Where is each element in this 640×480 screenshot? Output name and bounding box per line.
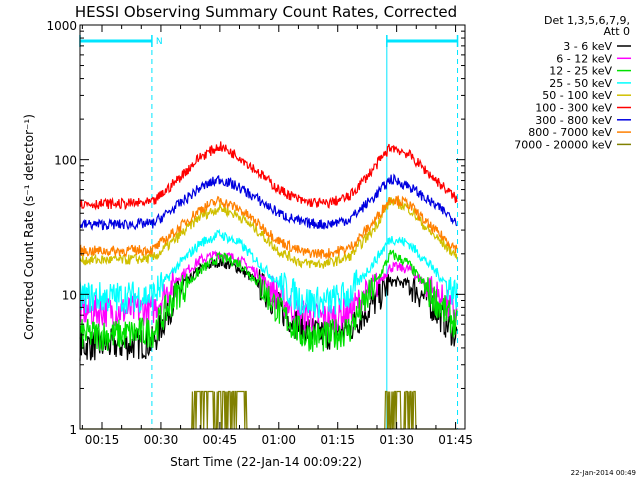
x-tick-label-4: 01:15 [320,433,355,447]
x-tick-label-3: 01:00 [261,433,296,447]
series-line-6 [79,173,458,231]
night-marker-label: N [156,37,163,47]
series-line-3 [79,228,458,319]
x-tick-label-0: 00:15 [85,433,120,447]
y-tick-label-3: 1000 [46,19,77,33]
series-line-5 [79,141,458,211]
legend-label-3: 25 - 50 keV [549,77,612,90]
y-axis-label: Corrected Count Rate (s⁻¹ detector⁻¹) [22,114,36,340]
y-tick-label-1: 10 [62,288,77,302]
legend-label-5: 100 - 300 keV [535,102,612,115]
legend-label-1: 6 - 12 keV [556,52,612,65]
legend-label-8: 7000 - 20000 keV [514,138,612,151]
y-tick-label-2: 100 [54,154,77,168]
axes: 00:15 00:30 00:45 01:00 01:15 01:30 01:45 1 10 10… [46,19,472,447]
series-line-7 [79,195,458,260]
legend-label-0: 3 - 6 keV [563,40,612,53]
x-tick-label-1: 00:30 [144,433,179,447]
y-tick-label-0: 1 [69,423,77,437]
legend-label-4: 50 - 100 keV [542,89,612,102]
x-tick-label-5: 01:30 [379,433,414,447]
legend-label-6: 300 - 800 keV [535,114,612,127]
x-tick-label-6: 01:45 [438,433,473,447]
series-line-2 [79,249,458,352]
legend-header-0: Det 1,3,5,6,7,9, [544,14,630,27]
legend-label-2: 12 - 25 keV [549,65,612,78]
legend-header-1: Att 0 [604,25,630,38]
plot-frame [79,24,466,430]
legend-label-7: 800 - 7000 keV [528,126,612,139]
chart-title: HESSI Observing Summary Count Rates, Cor… [75,3,457,21]
x-tick-label-2: 00:45 [203,433,238,447]
series-line-8 [80,390,457,430]
plot-timestamp: 22-Jan-2014 00:49 [571,469,636,477]
x-axis-label: Start Time (22-Jan-14 00:09:22) [170,455,362,469]
plot-area: N [79,35,459,430]
